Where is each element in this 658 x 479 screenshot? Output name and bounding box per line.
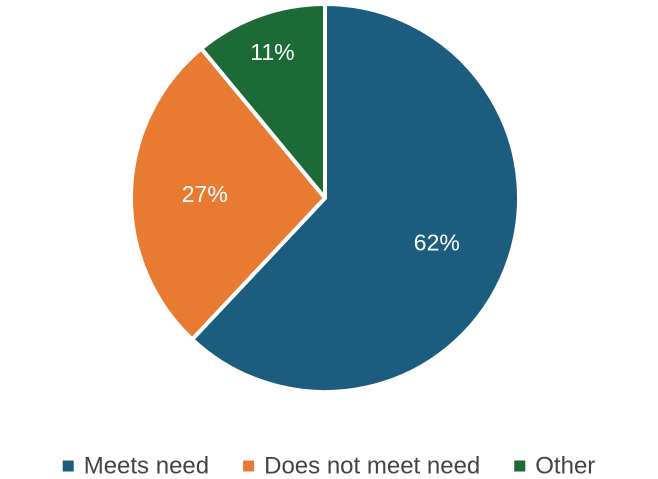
legend-label-other: Other (535, 453, 595, 479)
legend-swatch-meets-need (62, 460, 74, 472)
slice-label-meets-need: 62% (414, 229, 460, 255)
legend-item-meets-need: Meets need (62, 453, 209, 479)
pie-slice-labels: 62% 27% 11% (182, 39, 460, 255)
legend-swatch-other (514, 460, 526, 472)
pie-slice-meets-need (190, 2, 521, 394)
legend-label-does-not-meet-need: Does not meet need (264, 453, 480, 479)
slice-label-does-not-meet-need: 27% (182, 181, 228, 207)
pie-slice-does-not-meet-need (129, 46, 327, 342)
legend-label-meets-need: Meets need (84, 453, 209, 479)
legend-item-other: Other (514, 453, 595, 479)
pie-slices (129, 2, 521, 394)
slice-label-other: 11% (250, 39, 294, 65)
legend-swatch-does-not-meet-need (243, 460, 255, 472)
pie-slice-other (199, 2, 327, 200)
legend-item-does-not-meet-need: Does not meet need (243, 453, 480, 479)
legend: Meets need Does not meet need Other (62, 453, 595, 479)
